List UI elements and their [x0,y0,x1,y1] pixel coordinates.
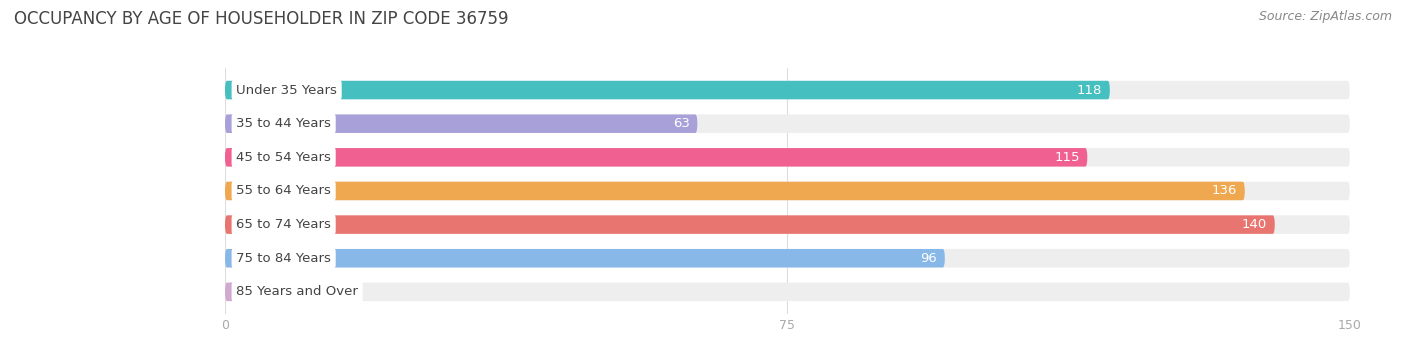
Text: Source: ZipAtlas.com: Source: ZipAtlas.com [1258,10,1392,23]
FancyBboxPatch shape [225,216,1275,234]
FancyBboxPatch shape [225,249,1350,267]
FancyBboxPatch shape [225,182,1350,200]
FancyBboxPatch shape [225,216,1350,234]
Text: 85 Years and Over: 85 Years and Over [236,285,359,298]
FancyBboxPatch shape [225,115,1350,133]
Text: 115: 115 [1054,151,1080,164]
Text: 35 to 44 Years: 35 to 44 Years [236,117,330,130]
Text: 45 to 54 Years: 45 to 54 Years [236,151,330,164]
Text: 118: 118 [1077,84,1102,97]
Text: 75 to 84 Years: 75 to 84 Years [236,252,330,265]
Text: Under 35 Years: Under 35 Years [236,84,337,97]
FancyBboxPatch shape [225,249,945,267]
FancyBboxPatch shape [225,283,360,301]
FancyBboxPatch shape [225,283,1350,301]
FancyBboxPatch shape [225,182,1244,200]
Text: 65 to 74 Years: 65 to 74 Years [236,218,330,231]
Text: OCCUPANCY BY AGE OF HOUSEHOLDER IN ZIP CODE 36759: OCCUPANCY BY AGE OF HOUSEHOLDER IN ZIP C… [14,10,509,28]
Text: 18: 18 [336,285,353,298]
Text: 140: 140 [1241,218,1267,231]
Text: 136: 136 [1212,184,1237,197]
FancyBboxPatch shape [225,81,1350,99]
FancyBboxPatch shape [225,148,1350,166]
FancyBboxPatch shape [225,115,697,133]
Text: 55 to 64 Years: 55 to 64 Years [236,184,330,197]
Text: 96: 96 [921,252,938,265]
FancyBboxPatch shape [225,81,1109,99]
FancyBboxPatch shape [225,148,1087,166]
Text: 63: 63 [673,117,690,130]
